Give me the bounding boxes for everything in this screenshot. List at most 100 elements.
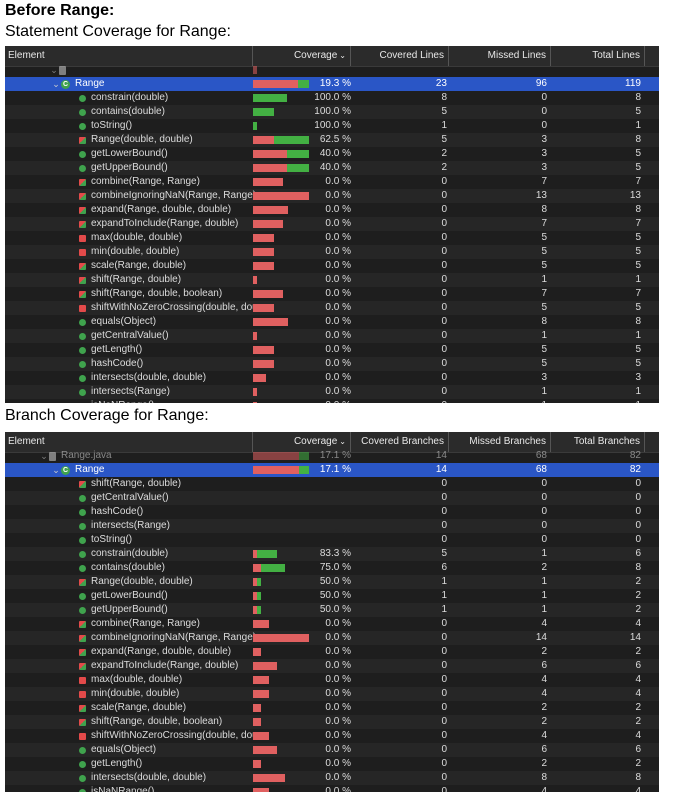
missed-bar bbox=[253, 634, 309, 642]
covered-count: 0 bbox=[441, 492, 447, 503]
table-row[interactable]: ⌄ bbox=[5, 63, 659, 77]
element-label: getUpperBound() bbox=[91, 162, 168, 173]
table-row[interactable]: combineIgnoringNaN(Range, Range) 0.0 % 0 13… bbox=[5, 189, 659, 203]
element-label: Range bbox=[75, 78, 105, 89]
column-header-covered-lines[interactable]: Covered Lines bbox=[351, 46, 449, 66]
table-row[interactable]: scale(Range, double) 0.0 % 0 2 2 bbox=[5, 701, 659, 715]
chevron-down-icon[interactable]: ⌄ bbox=[50, 65, 58, 75]
table-row[interactable]: toString() 0 0 0 bbox=[5, 533, 659, 547]
column-header-covered-branches[interactable]: Covered Branches bbox=[351, 432, 449, 452]
chevron-down-icon[interactable]: ⌄ bbox=[52, 79, 60, 89]
table-row[interactable]: getLength() 0.0 % 0 2 2 bbox=[5, 757, 659, 771]
column-header-coverage[interactable]: Coverage ⌄ bbox=[253, 432, 351, 452]
coverage-percent: 0.0 % bbox=[325, 260, 351, 271]
coverage-percent: 0.0 % bbox=[325, 618, 351, 629]
table-row[interactable]: expandToInclude(Range, double) 0.0 % 0 6 6 bbox=[5, 659, 659, 673]
table-row[interactable]: expand(Range, double, double) 0.0 % 0 2 2 bbox=[5, 645, 659, 659]
table-row[interactable]: toString() 100.0 % 1 0 1 bbox=[5, 119, 659, 133]
table-row[interactable]: shift(Range, double, boolean) 0.0 % 0 2 2 bbox=[5, 715, 659, 729]
table-row[interactable]: shift(Range, double) 0.0 % 0 1 1 bbox=[5, 273, 659, 287]
table-row[interactable]: expandToInclude(Range, double) 0.0 % 0 7 7 bbox=[5, 217, 659, 231]
table-row[interactable]: ⌄ Range.java 17.1 % 14 68 82 bbox=[5, 449, 659, 463]
covered-bar bbox=[299, 452, 309, 460]
table-row[interactable]: ⌄ C Range 17.1 % 14 68 82 bbox=[5, 463, 659, 477]
table-row[interactable]: constrain(double) 83.3 % 5 1 6 bbox=[5, 547, 659, 561]
table-row[interactable]: isNaNRange() 0.0 % 0 4 4 bbox=[5, 785, 659, 792]
table-row[interactable]: getCentralValue() 0 0 0 bbox=[5, 491, 659, 505]
table-row[interactable]: isNaNRange()0.0 %011 bbox=[5, 399, 659, 403]
class-icon: C bbox=[61, 465, 70, 475]
element-label: hashCode() bbox=[91, 358, 144, 369]
column-header-element[interactable]: Element bbox=[5, 46, 253, 66]
missed-bar bbox=[253, 402, 257, 403]
total-count: 1 bbox=[635, 330, 641, 341]
table-row[interactable]: expand(Range, double, double) 0.0 % 0 8 8 bbox=[5, 203, 659, 217]
column-header-missed-lines[interactable]: Missed Lines bbox=[449, 46, 551, 66]
table-row[interactable]: hashCode() 0.0 % 0 5 5 bbox=[5, 357, 659, 371]
table-row[interactable]: Range(double, double) 50.0 % 1 1 2 bbox=[5, 575, 659, 589]
table-row[interactable]: getUpperBound() 40.0 % 2 3 5 bbox=[5, 161, 659, 175]
coverage-bar bbox=[253, 402, 309, 403]
method-icon bbox=[79, 592, 86, 600]
element-cell: expand(Range, double, double) bbox=[5, 203, 323, 217]
table-row[interactable]: intersects(double, double) 0.0 % 0 3 3 bbox=[5, 371, 659, 385]
table-row[interactable]: shiftWithNoZeroCrossing(double, dou 0.0 %… bbox=[5, 301, 659, 315]
table-row[interactable]: getLowerBound() 50.0 % 1 1 2 bbox=[5, 589, 659, 603]
element-label: contains(double) bbox=[91, 106, 165, 117]
element-label: min(double, double) bbox=[91, 246, 180, 257]
table-row[interactable]: contains(double) 75.0 % 6 2 8 bbox=[5, 561, 659, 575]
covered-count: 0 bbox=[441, 660, 447, 671]
table-row[interactable]: shift(Range, double) 0 0 0 bbox=[5, 477, 659, 491]
table-row[interactable]: getLowerBound() 40.0 % 2 3 5 bbox=[5, 147, 659, 161]
coverage-bar bbox=[253, 122, 309, 130]
table-row[interactable]: shiftWithNoZeroCrossing(double, dou 0.0 %… bbox=[5, 729, 659, 743]
total-count: 1 bbox=[635, 120, 641, 131]
total-count: 5 bbox=[635, 246, 641, 257]
coverage-percent: 0.0 % bbox=[311, 399, 351, 403]
coverage-bar bbox=[253, 676, 309, 684]
coverage-bar bbox=[253, 452, 309, 460]
table-row[interactable]: constrain(double) 100.0 % 8 0 8 bbox=[5, 91, 659, 105]
covered-count: 1 bbox=[441, 576, 447, 587]
coverage-percent: 83.3 % bbox=[319, 548, 351, 559]
column-header-missed-branches[interactable]: Missed Branches bbox=[449, 432, 551, 452]
covered-bar bbox=[253, 108, 274, 116]
coverage-bar bbox=[253, 80, 309, 88]
column-header-element[interactable]: Element bbox=[5, 432, 253, 452]
coverage-bar bbox=[253, 220, 309, 228]
table-row[interactable]: ⌄ C Range 19.3 % 23 96 119 bbox=[5, 77, 659, 91]
table-row[interactable]: equals(Object) 0.0 % 0 6 6 bbox=[5, 743, 659, 757]
table-row[interactable]: scale(Range, double) 0.0 % 0 5 5 bbox=[5, 259, 659, 273]
table-row[interactable]: intersects(Range) 0.0 % 0 1 1 bbox=[5, 385, 659, 399]
table-row[interactable]: contains(double) 100.0 % 5 0 5 bbox=[5, 105, 659, 119]
column-header-coverage[interactable]: Coverage ⌄ bbox=[253, 46, 351, 66]
method-icon bbox=[79, 164, 86, 172]
table-row[interactable]: max(double, double) 0.0 % 0 4 4 bbox=[5, 673, 659, 687]
table-row[interactable]: min(double, double) 0.0 % 0 5 5 bbox=[5, 245, 659, 259]
total-count: 4 bbox=[635, 730, 641, 741]
method-icon bbox=[79, 94, 86, 102]
table-row[interactable]: combineIgnoringNaN(Range, Range) 0.0 % 0 14… bbox=[5, 631, 659, 645]
table-row[interactable]: getCentralValue() 0.0 % 0 1 1 bbox=[5, 329, 659, 343]
total-count: 5 bbox=[635, 148, 641, 159]
table-row[interactable]: combine(Range, Range) 0.0 % 0 4 4 bbox=[5, 617, 659, 631]
table-row[interactable]: shift(Range, double, boolean) 0.0 % 0 7 7 bbox=[5, 287, 659, 301]
table-row[interactable]: max(double, double) 0.0 % 0 5 5 bbox=[5, 231, 659, 245]
table-row[interactable]: hashCode() 0 0 0 bbox=[5, 505, 659, 519]
table-row[interactable]: getLength() 0.0 % 0 5 5 bbox=[5, 343, 659, 357]
column-header-total-lines[interactable]: Total Lines bbox=[551, 46, 645, 66]
table-row[interactable]: equals(Object) 0.0 % 0 8 8 bbox=[5, 315, 659, 329]
chevron-down-icon[interactable]: ⌄ bbox=[52, 465, 60, 475]
table-row[interactable]: intersects(double, double) 0.0 % 0 8 8 bbox=[5, 771, 659, 785]
covered-bar bbox=[257, 592, 261, 600]
chevron-down-icon[interactable]: ⌄ bbox=[40, 451, 48, 461]
covered-count: 0 bbox=[441, 478, 447, 489]
table-row[interactable]: getUpperBound() 50.0 % 1 1 2 bbox=[5, 603, 659, 617]
table-row[interactable]: combine(Range, Range) 0.0 % 0 7 7 bbox=[5, 175, 659, 189]
table-row[interactable]: Range(double, double) 62.5 % 5 3 8 bbox=[5, 133, 659, 147]
table-row[interactable]: intersects(Range) 0 0 0 bbox=[5, 519, 659, 533]
total-count: 82 bbox=[629, 464, 641, 475]
table-row[interactable]: min(double, double) 0.0 % 0 4 4 bbox=[5, 687, 659, 701]
total-count: 2 bbox=[635, 646, 641, 657]
column-header-total-branches[interactable]: Total Branches bbox=[551, 432, 645, 452]
